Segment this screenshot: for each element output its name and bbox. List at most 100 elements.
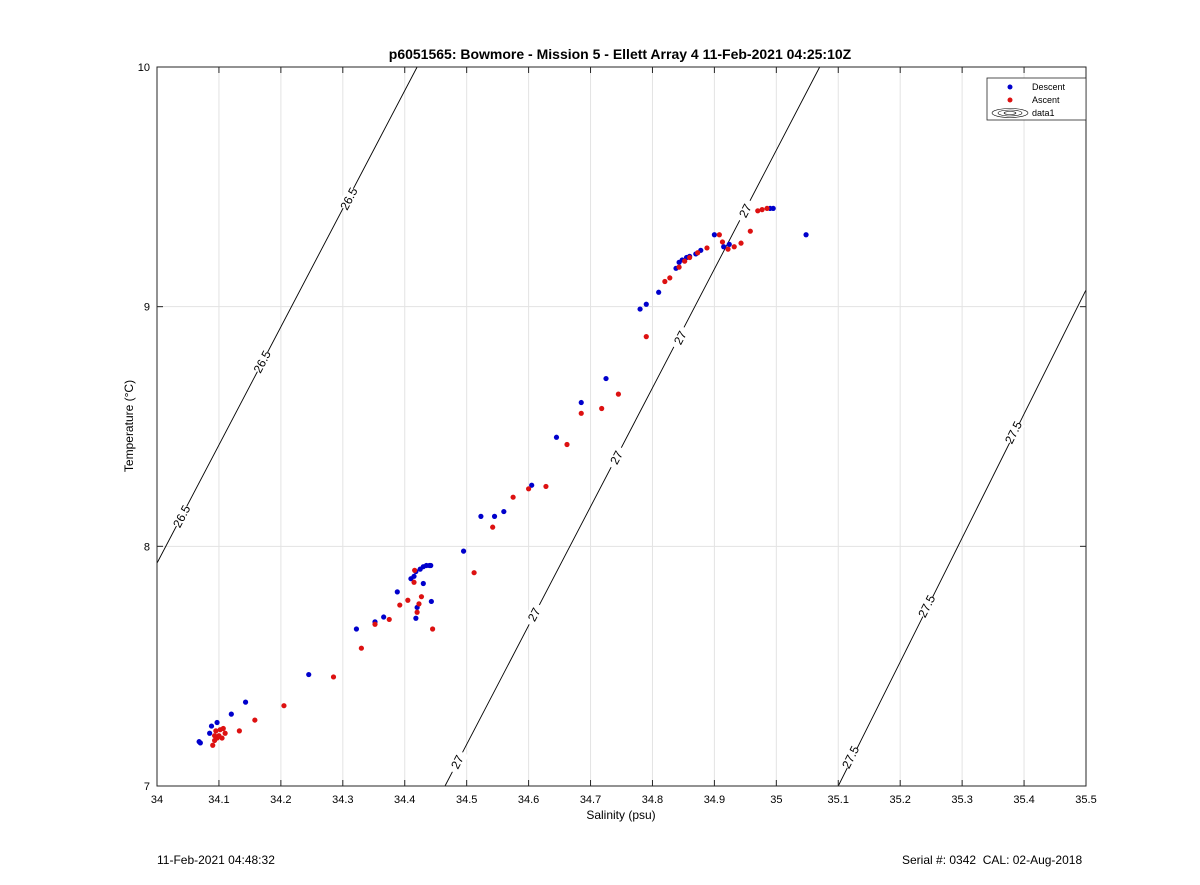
descent-point xyxy=(711,232,718,238)
contour-label: 27 xyxy=(736,201,755,220)
x-tick-label: 35.2 xyxy=(889,794,910,806)
contour-line-27.5 xyxy=(837,289,1087,787)
ascent-point xyxy=(412,567,418,573)
ascent-point xyxy=(416,601,422,607)
contour-label-bg xyxy=(250,348,274,375)
descent-point xyxy=(643,301,649,307)
descent-point xyxy=(394,589,400,595)
descent-point xyxy=(603,375,609,382)
y-axis-ticks: 7 8 9 10 xyxy=(138,62,1086,793)
x-tick-label: 34.4 xyxy=(394,794,415,806)
chart-title: p6051565: Bowmore - Mission 5 - Ellett A… xyxy=(389,46,852,62)
ascent-point xyxy=(414,609,420,615)
y-tick-label: 9 xyxy=(144,302,150,314)
ascent-point xyxy=(213,728,219,734)
contour-label: 27 xyxy=(448,753,467,772)
contour-label: 27 xyxy=(671,328,690,347)
legend: Descent Ascent data1 xyxy=(986,77,1087,121)
x-tick-label: 34.7 xyxy=(580,794,601,806)
ascent-point xyxy=(615,391,622,397)
descent-point xyxy=(381,614,387,620)
legend-ascent-label: Ascent xyxy=(1032,95,1060,105)
descent-point xyxy=(207,730,213,736)
legend-ascent-marker xyxy=(1007,97,1013,103)
ascent-point xyxy=(236,728,242,734)
descent-point xyxy=(306,671,312,678)
contour-label-bg xyxy=(1002,419,1025,446)
contour-label: 27 xyxy=(607,448,626,467)
ascent-point xyxy=(358,645,364,651)
descent-point xyxy=(656,289,662,295)
ascent-point xyxy=(716,232,722,238)
x-tick-label: 34 xyxy=(151,794,163,806)
ascent-point xyxy=(252,717,258,723)
descent-point xyxy=(553,434,560,440)
plot-frame xyxy=(156,66,1087,787)
ascent-point xyxy=(430,626,436,632)
descent-point xyxy=(637,306,643,312)
x-tick-label: 34.6 xyxy=(518,794,539,806)
x-axis-ticks: 34 34.1 34.2 34.3 34.4 34.5 34.6 34.7 34.8 34.9 35… xyxy=(151,67,1097,806)
x-tick-label: 34.3 xyxy=(332,794,353,806)
legend-contour-icon xyxy=(991,108,1029,118)
ascent-point xyxy=(682,258,688,264)
x-tick-label: 34.5 xyxy=(456,794,477,806)
descent-point xyxy=(196,739,202,745)
y-tick-label: 10 xyxy=(138,62,150,74)
ascent-point xyxy=(372,621,378,627)
ascent-point xyxy=(211,733,218,739)
descent-point xyxy=(353,626,360,632)
descent-point xyxy=(501,508,507,515)
ascent-point xyxy=(543,483,549,490)
ascent-point xyxy=(219,735,225,741)
ascent-point xyxy=(719,239,726,245)
descent-point xyxy=(478,513,484,519)
descent-point xyxy=(413,615,419,621)
ascent-point xyxy=(599,405,605,412)
contour-line-26.5 xyxy=(156,66,418,564)
descent-point xyxy=(770,205,776,212)
ascent-point xyxy=(281,703,287,709)
descent-point xyxy=(411,573,417,579)
ascent-point xyxy=(667,275,673,281)
legend-descent-label: Descent xyxy=(1032,82,1066,92)
x-axis-label: Salinity (psu) xyxy=(586,808,655,822)
y-tick-label: 8 xyxy=(144,541,150,553)
ascent-point xyxy=(411,579,417,585)
ascent-point xyxy=(405,597,411,603)
x-tick-label: 34.9 xyxy=(704,794,725,806)
ascent-point xyxy=(222,730,228,736)
footer-timestamp: 11-Feb-2021 04:48:32 xyxy=(157,853,275,867)
x-tick-label: 35.3 xyxy=(951,794,972,806)
contour-label-bg xyxy=(446,749,469,776)
ascent-point xyxy=(738,240,744,246)
descent-point xyxy=(721,244,727,250)
descent-point xyxy=(803,232,809,238)
descent-point xyxy=(578,399,584,406)
ascent-point xyxy=(662,278,668,285)
descent-point xyxy=(460,548,467,554)
x-tick-label: 35.1 xyxy=(828,794,849,806)
footer-serial-cal: Serial #: 0342 CAL: 02-Aug-2018 xyxy=(902,853,1083,867)
descent-point xyxy=(228,711,234,717)
descent-point xyxy=(428,598,434,605)
ascent-point xyxy=(759,207,765,213)
x-tick-label: 34.2 xyxy=(270,794,291,806)
descent-point xyxy=(420,580,426,587)
contour-label-bg xyxy=(170,503,194,530)
x-tick-label: 35.4 xyxy=(1013,794,1034,806)
contour-label-bg xyxy=(839,744,862,771)
ascent-point xyxy=(687,254,693,261)
legend-box xyxy=(986,77,1087,121)
descent-point xyxy=(242,699,249,705)
contour-label-bg xyxy=(915,593,939,620)
x-tick-label: 35.5 xyxy=(1075,794,1096,806)
descent-point xyxy=(208,723,215,729)
data-points xyxy=(196,205,809,748)
x-tick-label: 34.8 xyxy=(642,794,663,806)
ascent-point xyxy=(578,410,584,416)
ascent-point xyxy=(386,616,392,623)
ascent-point xyxy=(747,228,753,234)
ascent-point xyxy=(397,602,403,608)
